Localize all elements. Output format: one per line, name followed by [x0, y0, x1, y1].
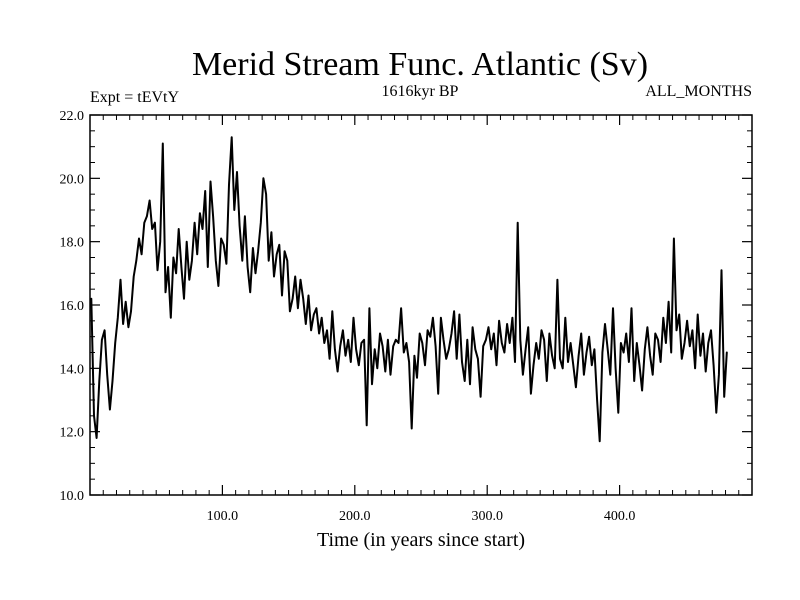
x-tick-label: 100.0 — [207, 509, 239, 524]
x-axis-ticks: 100.0 200.0 300.0 400.0 — [102, 115, 740, 524]
y-tick-label: 18.0 — [60, 236, 85, 251]
y-tick-label: 10.0 — [60, 489, 85, 504]
y-tick-label: 16.0 — [60, 299, 85, 314]
months-label: ALL_MONTHS — [645, 83, 752, 100]
x-axis-label: Time (in years since start) — [317, 529, 525, 551]
y-tick-label: 12.0 — [60, 426, 85, 441]
x-tick-label: 200.0 — [339, 509, 371, 524]
plot-frame — [89, 114, 753, 496]
experiment-label: Expt = tEVtY — [90, 89, 179, 106]
chart-title: Merid Stream Func. Atlantic (Sv) — [192, 46, 648, 83]
x-tick-label: 300.0 — [471, 509, 503, 524]
y-axis-ticks: 10.0 12.0 14.0 16.0 18.0 20.0 22.0 — [60, 109, 752, 504]
y-tick-label: 14.0 — [60, 362, 85, 377]
y-tick-label: 20.0 — [60, 172, 85, 187]
x-tick-label: 400.0 — [604, 509, 636, 524]
period-label: 1616kyr BP — [382, 83, 459, 100]
data-series-line — [90, 136, 728, 443]
y-tick-label: 22.0 — [60, 109, 85, 124]
